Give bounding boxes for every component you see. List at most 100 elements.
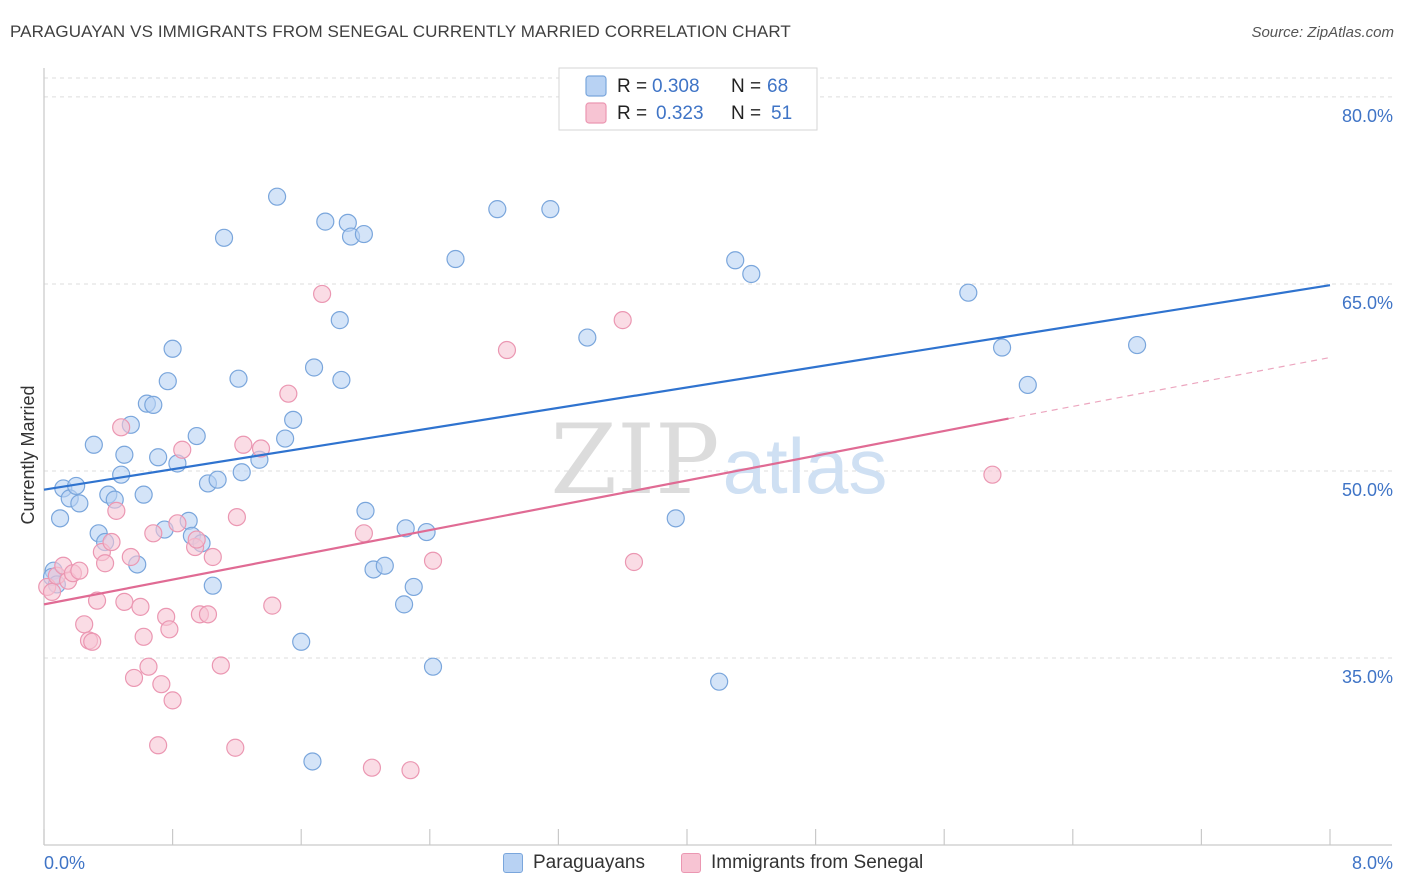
legend-label-senegal: Immigrants from Senegal [711, 852, 924, 873]
point-senegal [227, 507, 246, 527]
point-paraguayans [208, 470, 227, 489]
trend-line-paraguayans [43, 284, 1331, 491]
legend-item-paraguayans: Paraguayans [503, 852, 645, 874]
point-senegal [401, 761, 420, 780]
x-tick-label-max: 8.0% [1352, 853, 1393, 873]
legend-label-paraguayans: Paraguayans [533, 852, 645, 873]
point-paraguayans [992, 338, 1012, 357]
legend-n-label-1: N = [731, 76, 761, 97]
point-senegal [121, 547, 140, 567]
point-paraguayans [354, 224, 373, 244]
watermark: ZIP atlas [550, 404, 887, 516]
legend-r-value-1: 0.308 [652, 76, 700, 97]
point-senegal [152, 675, 171, 694]
legend-swatch-paraguayans [503, 853, 523, 873]
point-senegal [139, 657, 158, 676]
point-paraguayans [292, 632, 311, 651]
watermark-atlas: atlas [723, 422, 888, 510]
point-paraguayans [396, 519, 415, 538]
point-senegal [75, 615, 94, 634]
y-tick-label: 80.0% [1342, 106, 1393, 126]
point-paraguayans [303, 752, 322, 771]
point-paraguayans [404, 577, 423, 597]
legend-swatch-senegal [681, 853, 701, 873]
point-senegal [354, 524, 373, 543]
point-senegal [279, 384, 298, 403]
legend-swatch-paraguayans [585, 75, 607, 97]
point-senegal [95, 554, 115, 573]
point-senegal [131, 597, 150, 616]
point-senegal [173, 440, 192, 459]
point-paraguayans [112, 465, 131, 484]
point-senegal [251, 439, 271, 458]
source-label: Source: ZipAtlas.com [1251, 24, 1394, 41]
point-senegal [983, 465, 1002, 484]
point-paraguayans [446, 249, 465, 269]
legend-n-value-2: 51 [771, 103, 792, 124]
chart-title: PARAGUAYAN VS IMMIGRANTS FROM SENEGAL CU… [10, 22, 791, 41]
point-senegal [134, 627, 153, 646]
point-paraguayans [203, 576, 222, 595]
point-senegal [312, 284, 332, 304]
point-senegal [124, 668, 144, 688]
point-paraguayans [187, 426, 206, 446]
point-paraguayans [229, 369, 248, 388]
point-senegal [144, 524, 163, 543]
watermark-zip: ZIP [550, 404, 719, 516]
point-paraguayans [356, 501, 375, 520]
point-paraguayans [316, 212, 335, 231]
point-senegal [163, 691, 182, 710]
point-senegal [203, 547, 222, 567]
point-senegal [497, 340, 517, 360]
point-paraguayans [394, 595, 414, 614]
point-paraguayans [541, 200, 560, 219]
point-senegal [198, 605, 218, 624]
point-paraguayans [232, 463, 251, 482]
point-paraguayans [423, 657, 443, 676]
legend-item-senegal: Immigrants from Senegal [681, 852, 923, 874]
point-paraguayans [163, 339, 182, 358]
point-senegal [102, 532, 121, 552]
point-senegal [87, 591, 107, 610]
point-paraguayans [267, 187, 287, 206]
point-paraguayans [84, 435, 103, 454]
legend-n-value-1: 68 [767, 76, 788, 97]
point-paraguayans [959, 283, 978, 302]
y-tick-label: 50.0% [1342, 480, 1393, 500]
legend-r-label-1: R = [617, 76, 647, 97]
point-paraguayans [214, 228, 234, 247]
point-senegal [234, 435, 253, 454]
point-paraguayans [158, 372, 177, 391]
point-paraguayans [1127, 335, 1147, 355]
point-paraguayans [115, 445, 134, 464]
point-paraguayans [1018, 375, 1037, 395]
legend-r-label-2: R = [617, 103, 647, 124]
point-senegal [107, 501, 126, 520]
point-senegal [624, 552, 644, 572]
point-senegal [423, 551, 443, 570]
trend-line-senegal [43, 417, 1009, 606]
point-senegal [149, 736, 168, 755]
point-senegal [211, 656, 230, 675]
point-paraguayans [710, 672, 729, 691]
point-paraguayans [276, 429, 295, 448]
point-senegal [613, 311, 632, 330]
y-tick-label: 65.0% [1342, 293, 1393, 313]
point-paraguayans [742, 264, 761, 284]
legend-n-label-2: N = [731, 103, 761, 124]
y-tick-label: 35.0% [1342, 667, 1393, 687]
point-paraguayans [332, 370, 351, 390]
point-paraguayans [284, 410, 303, 429]
point-paraguayans [134, 485, 153, 504]
tick-label-layer: 35.0% 50.0% 65.0% 80.0% 0.0% 8.0% [44, 106, 1393, 873]
legend-swatch-senegal [585, 102, 607, 124]
point-senegal [362, 758, 382, 777]
bottom-legend: Paraguayans Immigrants from Senegal [0, 852, 1406, 878]
point-paraguayans [70, 494, 89, 513]
trend-layer [43, 284, 1331, 606]
point-paraguayans [488, 200, 507, 219]
point-senegal [187, 530, 206, 549]
point-paraguayans [375, 556, 394, 575]
point-paraguayans [304, 358, 324, 377]
